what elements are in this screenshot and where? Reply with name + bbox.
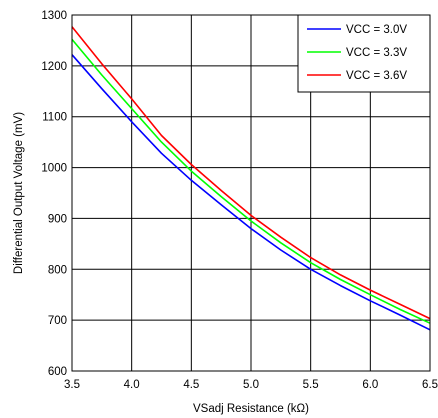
x-tick-label: 4.5: [183, 379, 199, 391]
x-tick-label: 4.0: [124, 379, 140, 391]
y-axis-title: Differential Output Voltage (mV): [13, 112, 25, 274]
x-tick-label: 3.5: [64, 379, 80, 391]
legend-label: VCC = 3.0V: [346, 24, 407, 36]
x-axis-ticks: 3.5 4.0 4.5 5.0 5.5 6.0 6.5: [64, 379, 438, 391]
series-line-1: [71, 54, 431, 331]
x-tick-label: 5.5: [303, 379, 319, 391]
series-lines: [71, 26, 431, 331]
series-line-3: [71, 26, 431, 320]
y-tick-label: 600: [48, 366, 67, 378]
x-tick-label: 6.0: [362, 379, 378, 391]
x-tick-label: 6.5: [422, 379, 438, 391]
y-tick-label: 800: [48, 264, 67, 276]
y-tick-label: 700: [48, 315, 67, 327]
y-tick-label: 1000: [41, 163, 67, 175]
series-line-2: [71, 38, 431, 324]
y-tick-label: 1100: [42, 112, 67, 124]
y-tick-label: 900: [48, 213, 67, 225]
plot-frame: [71, 14, 431, 372]
y-tick-label: 1200: [41, 61, 67, 73]
x-tick-label: 5.0: [243, 379, 259, 391]
y-axis-ticks: 600 700 800 900 1000 1100 1200 1300: [41, 10, 67, 378]
y-tick-label: 1300: [41, 10, 67, 22]
legend-box: [297, 14, 431, 93]
x-axis-title: VSadj Resistance (kΩ): [193, 403, 309, 415]
legend-label: VCC = 3.6V: [346, 70, 407, 82]
legend: VCC = 3.0V VCC = 3.3V VCC = 3.6V: [297, 14, 431, 93]
legend-label: VCC = 3.3V: [346, 47, 407, 59]
